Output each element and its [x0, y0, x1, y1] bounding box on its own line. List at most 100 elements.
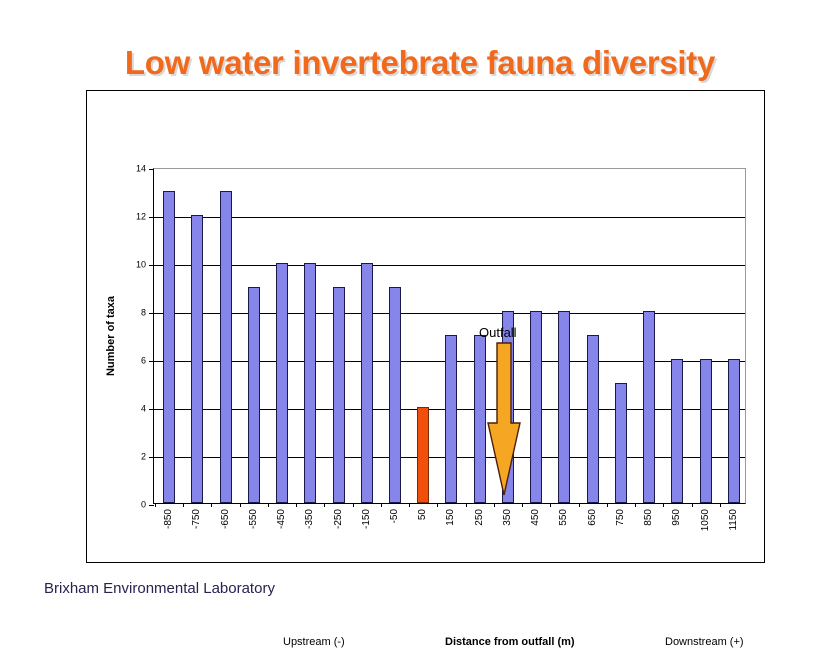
x-axis-tick	[267, 503, 269, 507]
y-axis-tick	[149, 313, 154, 314]
bar[interactable]	[671, 359, 684, 503]
bar-slot: 750	[606, 169, 635, 526]
chart-panel: Number of taxa 0 2 4 6 8 10 12 14 -850 -750 -650-…	[86, 90, 765, 648]
down-arrow-icon	[487, 342, 521, 496]
y-axis-tick-label: 8	[140, 307, 146, 318]
bar-slot: -850	[155, 169, 183, 529]
x-axis-tick	[324, 503, 326, 507]
bar[interactable]	[530, 311, 543, 503]
x-axis-tick-label: -450	[276, 509, 288, 530]
bar-slot: -350	[296, 169, 324, 529]
x-axis-tick-label: 1150	[727, 509, 739, 531]
y-axis-tick	[149, 457, 154, 458]
x-axis-tick-label: 1050	[699, 509, 711, 532]
bar-slot: 150	[437, 169, 465, 526]
bar-slot: 50	[409, 169, 437, 520]
bar[interactable]	[473, 335, 486, 503]
x-axis-tick	[437, 503, 439, 507]
y-axis-tick-label: 6	[140, 355, 146, 366]
y-axis-tick-label: 0	[140, 499, 146, 510]
bar-slot: 850	[635, 169, 663, 526]
x-axis-tick	[211, 503, 213, 507]
x-axis-tick-label: 650	[586, 509, 598, 526]
bar[interactable]	[614, 383, 627, 503]
bar-slot: 1150	[719, 169, 748, 531]
bar-slot: 950	[663, 169, 691, 526]
y-axis-tick-label: 2	[140, 451, 146, 462]
slide-title: Low water invertebrate fauna diversity	[124, 44, 716, 81]
x-axis-tick	[465, 503, 467, 507]
y-axis-tick-label: 14	[135, 163, 146, 174]
bar[interactable]	[389, 287, 401, 503]
bar[interactable]	[191, 215, 204, 503]
x-axis-tick-label: 450	[530, 509, 542, 526]
x-axis-tick	[663, 503, 665, 507]
x-axis-tick	[550, 503, 552, 507]
x-axis-tick-label: 350	[501, 509, 513, 526]
gridline	[154, 265, 745, 266]
x-axis-tick	[183, 503, 185, 507]
bar[interactable]	[699, 359, 712, 503]
y-axis-tick-label: 12	[135, 211, 146, 222]
bar[interactable]	[276, 263, 289, 503]
y-axis-tick	[149, 169, 154, 170]
x-axis-tick	[296, 503, 298, 507]
x-axis-tick-label: 850	[643, 509, 655, 526]
y-axis-tick	[149, 505, 154, 506]
bar-slot: 450	[522, 169, 550, 526]
bar[interactable]	[558, 311, 571, 503]
x-axis-tick	[239, 503, 241, 507]
x-axis-tick-label: -150	[360, 509, 372, 530]
y-axis-tick	[149, 217, 154, 218]
x-axis-tick-label: 950	[671, 509, 683, 526]
bar[interactable]	[727, 359, 740, 503]
y-axis-tick-label: 10	[135, 259, 146, 270]
bar-slot: 650	[578, 169, 607, 526]
x-axis-tick-label: -650	[219, 509, 231, 530]
gridline	[154, 217, 745, 218]
x-axis-tick-label: -350	[304, 509, 316, 530]
x-axis-tick-label: -750	[191, 509, 203, 530]
axis-caption-distance: Distance from outfall (m)	[445, 636, 575, 648]
bar[interactable]	[360, 263, 373, 503]
y-axis-tick	[149, 265, 154, 266]
bar[interactable]	[586, 335, 599, 503]
x-axis-tick	[522, 503, 524, 507]
axis-caption-downstream: Downstream (+)	[665, 636, 744, 648]
bar-outfall[interactable]	[417, 407, 430, 503]
x-axis-tick	[719, 503, 721, 507]
x-axis-tick	[635, 503, 637, 507]
bar-slot: -450	[267, 169, 296, 529]
y-axis-tick-label: 4	[140, 403, 146, 414]
bar[interactable]	[163, 191, 176, 503]
gridline	[154, 313, 745, 314]
bar[interactable]	[332, 287, 345, 503]
x-axis-tick-label: -50	[389, 509, 400, 524]
bar-slot: 250	[465, 169, 494, 526]
x-axis-tick	[691, 503, 693, 507]
bar[interactable]	[643, 311, 656, 503]
x-axis-tick-label: -550	[247, 509, 259, 530]
x-axis-tick	[409, 503, 411, 507]
x-axis-tick-label: 550	[558, 509, 570, 526]
bar[interactable]	[304, 263, 317, 503]
y-axis-title-label: Number of taxa	[105, 295, 118, 377]
axis-caption-upstream: Upstream (-)	[283, 636, 345, 648]
x-axis-tick	[606, 503, 608, 507]
x-axis-tick	[155, 503, 156, 507]
bar-slot: 550	[550, 169, 578, 526]
x-axis-tick-label: -250	[332, 509, 344, 530]
bar[interactable]	[219, 191, 232, 503]
x-axis-tick-label: 50	[417, 509, 429, 521]
x-axis-tick	[352, 503, 354, 507]
plot-area: 0 2 4 6 8 10 12 14 -850 -750 -650 -550 -450 -350 -250…	[136, 164, 748, 531]
y-axis-tick	[149, 361, 154, 362]
bar[interactable]	[445, 335, 458, 503]
x-axis-tick	[578, 503, 580, 507]
y-axis-tick	[149, 409, 154, 410]
x-axis-tick-label: -850	[163, 509, 175, 530]
bar[interactable]	[247, 287, 260, 503]
bar-slot: -750	[183, 169, 211, 529]
bar-series: -850 -750 -650 -550 -450 -350 -250 -150 -50 50 150…	[155, 169, 748, 531]
bar-slot: -250	[324, 169, 352, 529]
